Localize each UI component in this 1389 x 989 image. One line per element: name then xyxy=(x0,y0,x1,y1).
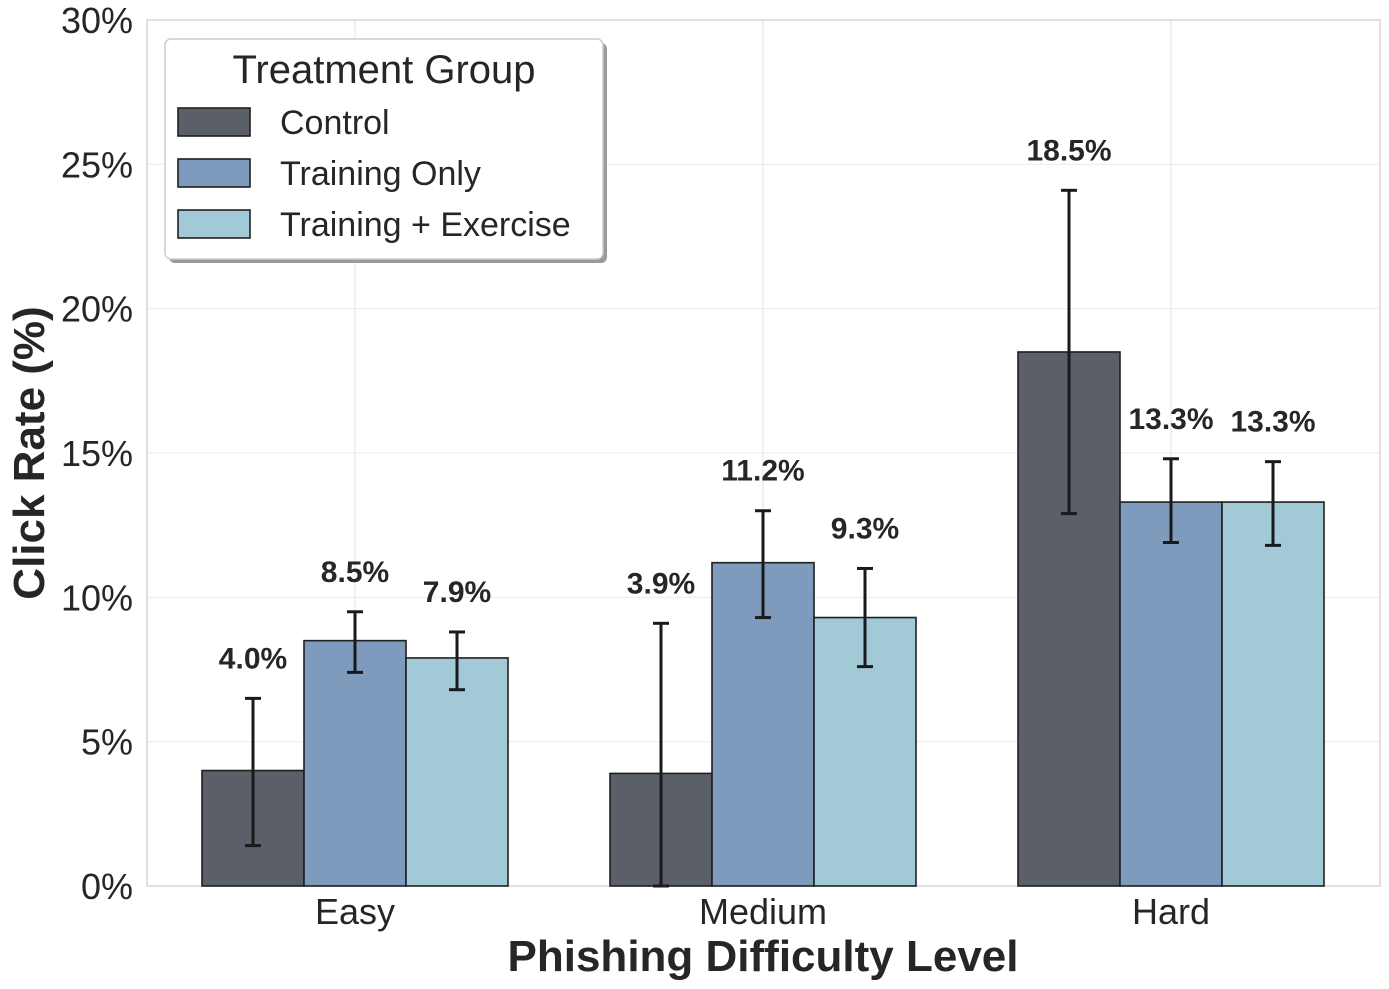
legend-label: Training + Exercise xyxy=(280,206,571,244)
legend-items: Control Training Only Training + Exercise xyxy=(177,104,571,244)
x-tick-label: Easy xyxy=(315,891,395,932)
legend-swatch xyxy=(177,209,251,239)
y-tick-label: 15% xyxy=(61,433,133,474)
bar xyxy=(1221,501,1325,887)
bar-value-label: 9.3% xyxy=(831,512,899,545)
bar-value-label: 7.9% xyxy=(423,576,491,609)
bar-value-label: 13.3% xyxy=(1128,403,1213,436)
legend-swatch xyxy=(177,107,251,137)
legend: Treatment Group Control Training Only Trai… xyxy=(164,38,607,263)
y-tick-label: 0% xyxy=(81,866,133,907)
x-tick-label: Hard xyxy=(1132,891,1210,932)
x-tick-label: Medium xyxy=(699,891,827,932)
bar-value-label: 11.2% xyxy=(721,455,804,488)
y-axis-title: Click Rate (%) xyxy=(5,306,54,599)
legend-label: Training Only xyxy=(280,155,481,193)
legend-label: Control xyxy=(280,104,390,142)
bar xyxy=(405,657,509,887)
bars-layer: 4.0% 3.9% 18.5% 8.5% 11.2% 13.3% 7.9% 9.3% 13.3% xyxy=(201,134,1325,888)
bar xyxy=(1119,501,1223,887)
y-tick-label: 30% xyxy=(61,0,133,41)
legend-swatch xyxy=(177,158,251,188)
bar-value-label: 18.5% xyxy=(1026,134,1111,167)
y-tick-label: 10% xyxy=(61,577,133,618)
legend-title: Treatment Group xyxy=(232,48,535,92)
bar-value-label: 8.5% xyxy=(321,556,389,589)
y-tick-label: 25% xyxy=(61,144,133,185)
bar-value-label: 13.3% xyxy=(1230,406,1315,439)
x-axis-title: Phishing Difficulty Level xyxy=(508,932,1019,981)
bar-value-label: 3.9% xyxy=(627,567,695,600)
y-tick-label: 5% xyxy=(81,722,133,763)
y-tick-label: 20% xyxy=(61,289,133,330)
bar-value-label: 4.0% xyxy=(219,642,287,675)
bar xyxy=(303,639,407,887)
ticks-layer: 0% 5% 10% 15% 20% 25% 30% Easy Medium Hard xyxy=(61,0,1210,932)
legend-box xyxy=(164,38,604,260)
